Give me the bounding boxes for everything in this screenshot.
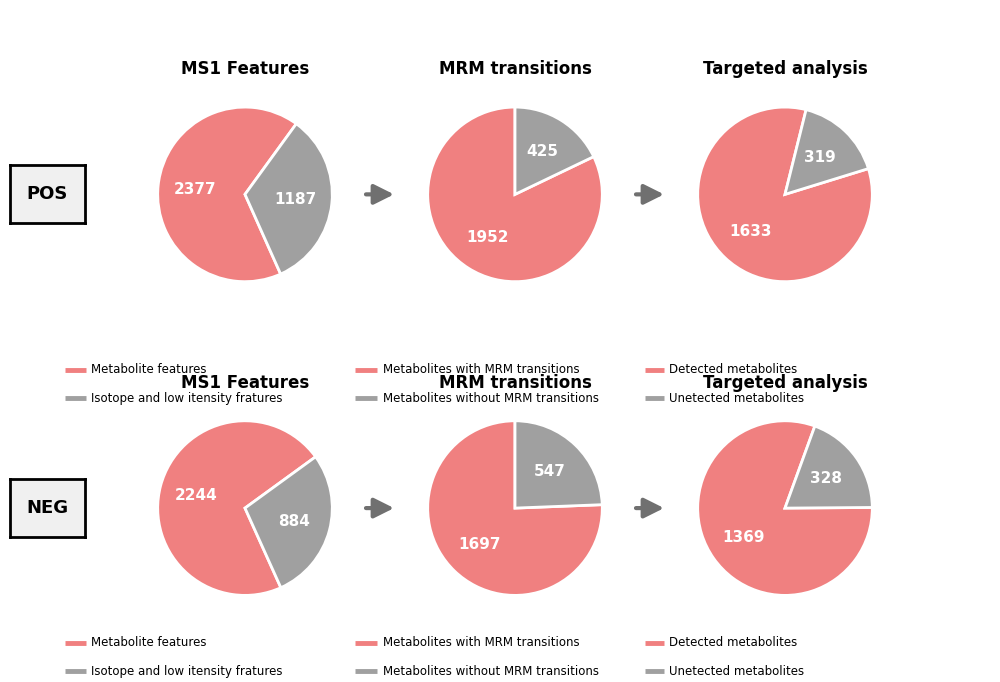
Title: MS1 Features: MS1 Features (181, 374, 309, 392)
Wedge shape (158, 107, 296, 282)
Text: 1187: 1187 (274, 192, 316, 207)
Text: 2377: 2377 (173, 181, 216, 196)
Text: Unetected metabolites: Unetected metabolites (669, 391, 804, 405)
Title: MRM transitions: MRM transitions (439, 374, 591, 392)
Wedge shape (245, 457, 332, 588)
Text: Metabolites without MRM transitions: Metabolites without MRM transitions (383, 391, 599, 405)
Wedge shape (428, 107, 602, 282)
Text: Isotope and low itensity fratures: Isotope and low itensity fratures (91, 391, 283, 405)
Text: NEG: NEG (26, 499, 69, 517)
Wedge shape (245, 123, 332, 274)
Text: 547: 547 (534, 464, 566, 479)
Wedge shape (158, 421, 316, 595)
Text: Metabolites with MRM transitions: Metabolites with MRM transitions (383, 636, 580, 649)
Wedge shape (515, 107, 594, 194)
Text: 319: 319 (804, 150, 836, 165)
Text: Metabolite features: Metabolite features (91, 364, 207, 376)
Text: 1369: 1369 (722, 530, 765, 545)
Text: Metabolite features: Metabolite features (91, 636, 207, 649)
Title: MRM transitions: MRM transitions (439, 60, 591, 78)
Text: Unetected metabolites: Unetected metabolites (669, 664, 804, 678)
Wedge shape (698, 421, 872, 595)
Text: 425: 425 (526, 144, 558, 159)
Title: Targeted analysis: Targeted analysis (703, 60, 867, 78)
Text: 2244: 2244 (175, 488, 217, 503)
Wedge shape (515, 421, 602, 508)
Text: Metabolites with MRM transitions: Metabolites with MRM transitions (383, 364, 580, 376)
Text: Metabolites without MRM transitions: Metabolites without MRM transitions (383, 664, 599, 678)
Text: Isotope and low itensity fratures: Isotope and low itensity fratures (91, 664, 283, 678)
Wedge shape (428, 421, 602, 595)
Text: Detected metabolites: Detected metabolites (669, 636, 797, 649)
Title: MS1 Features: MS1 Features (181, 60, 309, 78)
Wedge shape (785, 426, 872, 508)
Text: 1697: 1697 (459, 537, 501, 552)
Wedge shape (785, 110, 868, 194)
Text: POS: POS (27, 186, 68, 203)
Text: Detected metabolites: Detected metabolites (669, 364, 797, 376)
Wedge shape (698, 107, 872, 282)
Text: 328: 328 (810, 471, 842, 486)
Title: Targeted analysis: Targeted analysis (703, 374, 867, 392)
Text: 884: 884 (278, 514, 310, 529)
Text: 1952: 1952 (467, 230, 509, 245)
Text: 1633: 1633 (729, 224, 771, 239)
